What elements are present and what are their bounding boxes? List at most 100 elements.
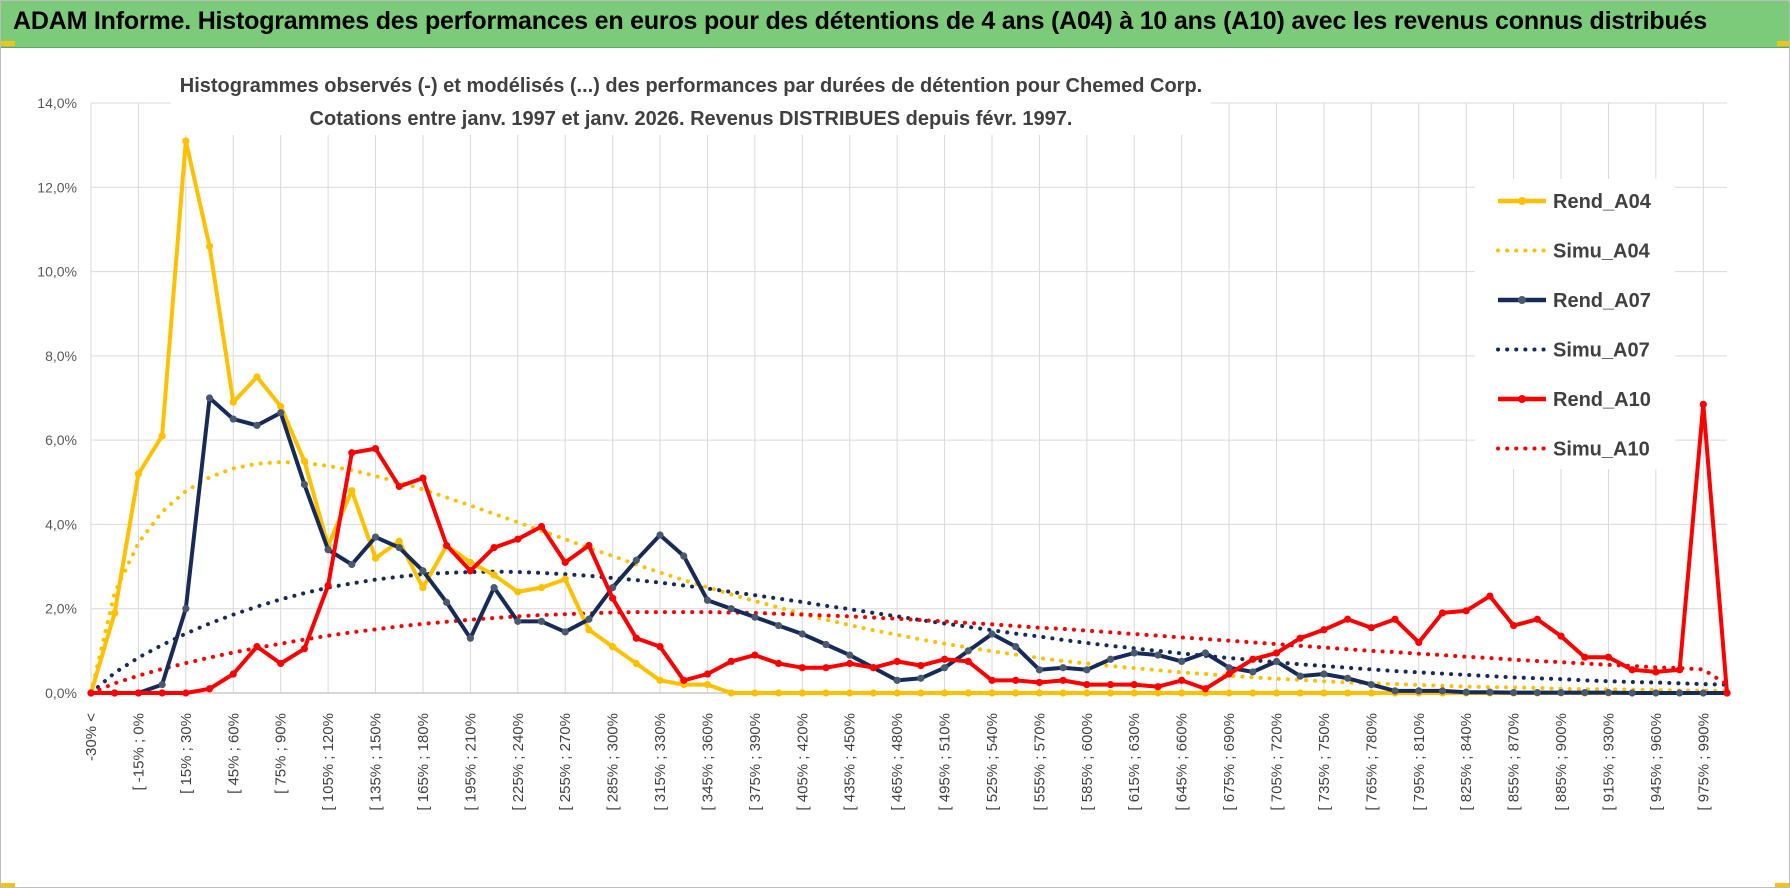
frame-accent-bottom-right [1775,883,1789,887]
data-point [1035,666,1044,674]
data-point [514,588,522,596]
y-tick-label: 4,0% [45,516,77,532]
x-tick-label: [ 345% ; 360% [699,713,716,811]
data-point [1699,400,1707,408]
data-point [1652,689,1660,697]
y-tick-label: 10,0% [37,264,77,280]
title-background [171,63,1211,135]
x-tick-label: [ -15% ; 0% [130,713,147,791]
data-point [300,480,308,488]
data-point [1035,678,1044,687]
data-point [1083,689,1091,697]
y-tick-label: 2,0% [45,601,77,617]
data-point [277,409,285,417]
legend-item: Simu_A10 [1496,439,1650,461]
data-point [703,596,712,604]
data-point [1557,688,1565,697]
data-point [1367,624,1375,632]
data-point [1557,632,1565,640]
data-point [324,581,332,590]
data-point [988,676,996,684]
data-point [1130,649,1138,657]
legend-item: Simu_A07 [1496,340,1650,362]
data-point [680,676,688,684]
data-point [1320,670,1328,678]
data-point [964,657,972,665]
data-point [774,621,783,630]
data-point [727,657,735,665]
x-tick-label: [ 915% ; 930% [1600,713,1617,811]
data-point [964,647,972,655]
legend-item: Rend_A10 [1498,389,1651,411]
data-point [561,628,569,636]
x-tick-label: [ 195% ; 210% [462,713,479,811]
data-point [300,457,308,465]
y-tick-label: 12,0% [37,179,77,195]
data-point [1012,676,1020,684]
data-point [1486,688,1494,696]
data-point [1344,674,1352,682]
data-point [1510,621,1518,630]
x-tick-label: [ 225% ; 240% [510,713,527,811]
data-point [632,659,640,668]
x-tick-label: [ 705% ; 720% [1269,713,1286,811]
data-point [1154,683,1162,691]
legend-label: Simu_A04 [1553,241,1651,263]
data-point [1462,607,1470,615]
data-point [395,544,403,552]
data-point [561,558,569,566]
x-tick-label: [ 255% ; 270% [557,713,574,811]
x-tick-label: [ 285% ; 300% [605,713,622,811]
data-point [1367,689,1375,697]
data-point [988,689,996,697]
series-simu-a04 [89,460,1729,695]
data-point [751,651,759,659]
data-point [609,594,617,602]
x-tick-label: [ 135% ; 150% [368,713,385,811]
data-point [466,558,474,566]
x-tick-label: [ 735% ; 750% [1316,713,1333,811]
data-point [1438,609,1447,617]
x-tick-label: [ 645% ; 660% [1174,713,1191,811]
data-point [1675,666,1684,674]
data-point [1083,666,1091,674]
y-tick-label: 14,0% [37,95,77,111]
data-point [514,535,522,543]
data-point [703,680,712,689]
data-point [774,689,783,697]
data-point [1012,643,1020,651]
x-tick-label: [ 555% ; 570% [1031,713,1048,811]
data-point [940,689,949,697]
data-point [656,643,664,651]
x-tick-label: [ 795% ; 810% [1411,713,1428,811]
series-line [91,402,1729,695]
banner-accent-left [1,41,15,46]
data-point [585,541,593,550]
data-point [1296,634,1304,642]
data-point [490,571,498,579]
data-point [846,659,854,668]
data-point [111,689,119,697]
data-point [1178,676,1186,684]
data-point [893,676,901,684]
data-point [1059,676,1067,684]
legend-item: Rend_A07 [1498,290,1651,312]
data-point [1415,687,1423,695]
data-point [277,659,285,668]
x-tick-label: [ 585% ; 600% [1079,713,1096,811]
data-point [1178,657,1186,665]
data-point [680,552,688,560]
data-point [1154,651,1162,659]
data-point [1533,615,1541,623]
data-point [229,670,237,678]
data-point [1533,688,1541,697]
series-line [89,460,1729,695]
data-point [1296,672,1304,680]
data-point [917,674,925,682]
legend-background [1475,179,1675,469]
series-line [89,610,1729,695]
data-point [846,689,854,697]
x-tick-label: [ 495% ; 510% [937,713,954,811]
data-point [1130,680,1138,689]
